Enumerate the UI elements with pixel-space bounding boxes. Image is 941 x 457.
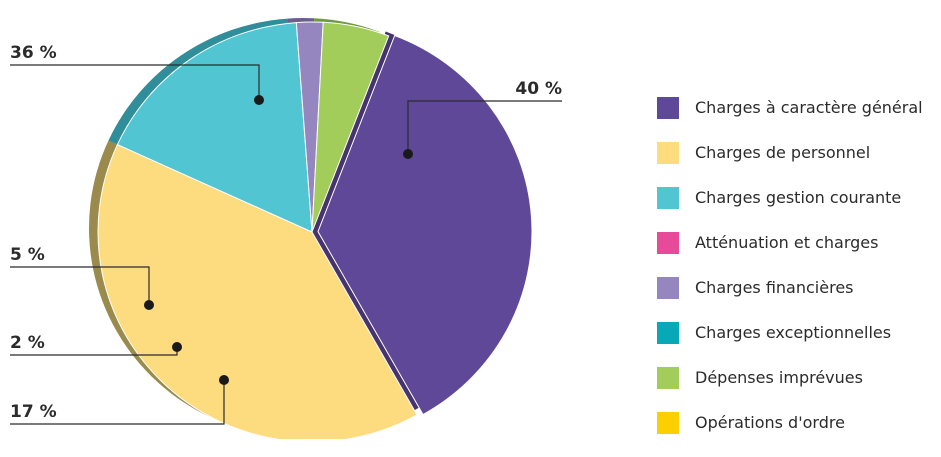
leader-dot	[254, 95, 264, 105]
legend-swatch	[657, 322, 679, 344]
legend-label: Charges financières	[695, 278, 854, 297]
percentage-label: 2 %	[10, 333, 45, 353]
leader-lines	[10, 64, 562, 425]
pie-chart: 36 % 40 % 17 % 2 % 5 %	[10, 18, 562, 439]
legend-item: Atténuation et charges	[657, 232, 941, 254]
legend-swatch	[657, 232, 679, 254]
leader-dot	[219, 375, 229, 385]
leader-line	[10, 64, 260, 100]
legend-item: Charges de personnel	[657, 142, 941, 164]
legend-item: Charges gestion courante	[657, 187, 941, 209]
legend-label: Dépenses imprévues	[695, 368, 863, 387]
legend-label: Charges de personnel	[695, 143, 871, 162]
leader-line	[10, 266, 150, 305]
legend-item: Charges exceptionnelles	[657, 322, 941, 344]
legend-item: Dépenses imprévues	[657, 367, 941, 389]
legend-swatch	[657, 412, 679, 434]
legend-item: Charges à caractère général	[657, 97, 941, 119]
pie-slices	[97, 21, 533, 439]
percentage-label: 40 %	[515, 79, 562, 99]
percentage-label: 5 %	[10, 245, 45, 265]
leader-dot	[403, 149, 413, 159]
percentage-label: 17 %	[10, 402, 57, 422]
leader-dot	[144, 300, 154, 310]
pie-slice	[311, 21, 390, 233]
legend-label: Charges exceptionnelles	[695, 323, 892, 342]
pie-slice	[317, 34, 533, 416]
leader-line	[407, 100, 562, 154]
legend-item: Opérations d'ordre	[657, 412, 941, 434]
leader-line	[10, 380, 225, 425]
legend: Charges à caractère général Charges de pe…	[657, 97, 941, 457]
percentage-label: 36 %	[10, 43, 57, 63]
legend-swatch	[657, 142, 679, 164]
legend-label: Charges à caractère général	[695, 98, 923, 117]
legend-swatch	[657, 187, 679, 209]
leader-dot	[172, 342, 182, 352]
legend-label: Opérations d'ordre	[695, 413, 845, 432]
legend-swatch	[657, 367, 679, 389]
pie-slice	[116, 22, 313, 233]
legend-swatch	[657, 97, 679, 119]
legend-swatch	[657, 277, 679, 299]
percentage-labels: 36 % 40 % 17 % 2 % 5 %	[10, 43, 562, 422]
legend-label: Atténuation et charges	[695, 233, 879, 252]
legend-label: Charges gestion courante	[695, 188, 902, 207]
legend-item: Charges financières	[657, 277, 941, 299]
